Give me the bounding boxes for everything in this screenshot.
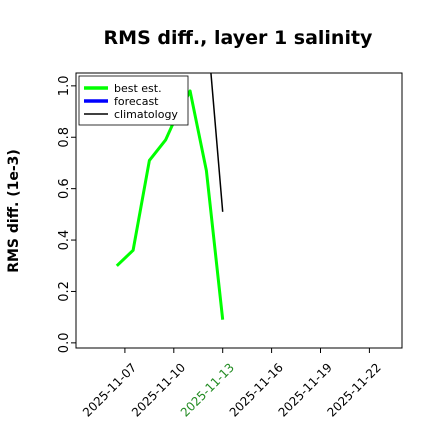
legend-label: forecast [114, 95, 159, 108]
y-tick-label: 0.4 [57, 230, 72, 251]
y-axis-label: RMS diff. (1e-3) [6, 149, 22, 273]
y-tick-label: 0.6 [57, 178, 72, 199]
series-line [115, 89, 225, 320]
x-axis-ticks: 2025-11-072025-11-102025-11-132025-11-16… [80, 348, 384, 420]
series-lines [115, 73, 225, 320]
legend-label: climatology [114, 108, 178, 121]
legend-label: best est. [114, 82, 162, 95]
y-tick-label: 1.0 [57, 76, 72, 97]
y-tick-label: 0.2 [57, 281, 72, 302]
chart-title: RMS diff., layer 1 salinity [104, 27, 374, 49]
series-line [210, 73, 224, 212]
y-axis-ticks: 0.0 0.2 0.4 0.6 0.8 1.0 [57, 76, 76, 354]
y-tick-label: 0.0 [57, 333, 72, 354]
y-tick-label: 0.8 [57, 127, 72, 148]
plot-frame [75, 72, 403, 349]
